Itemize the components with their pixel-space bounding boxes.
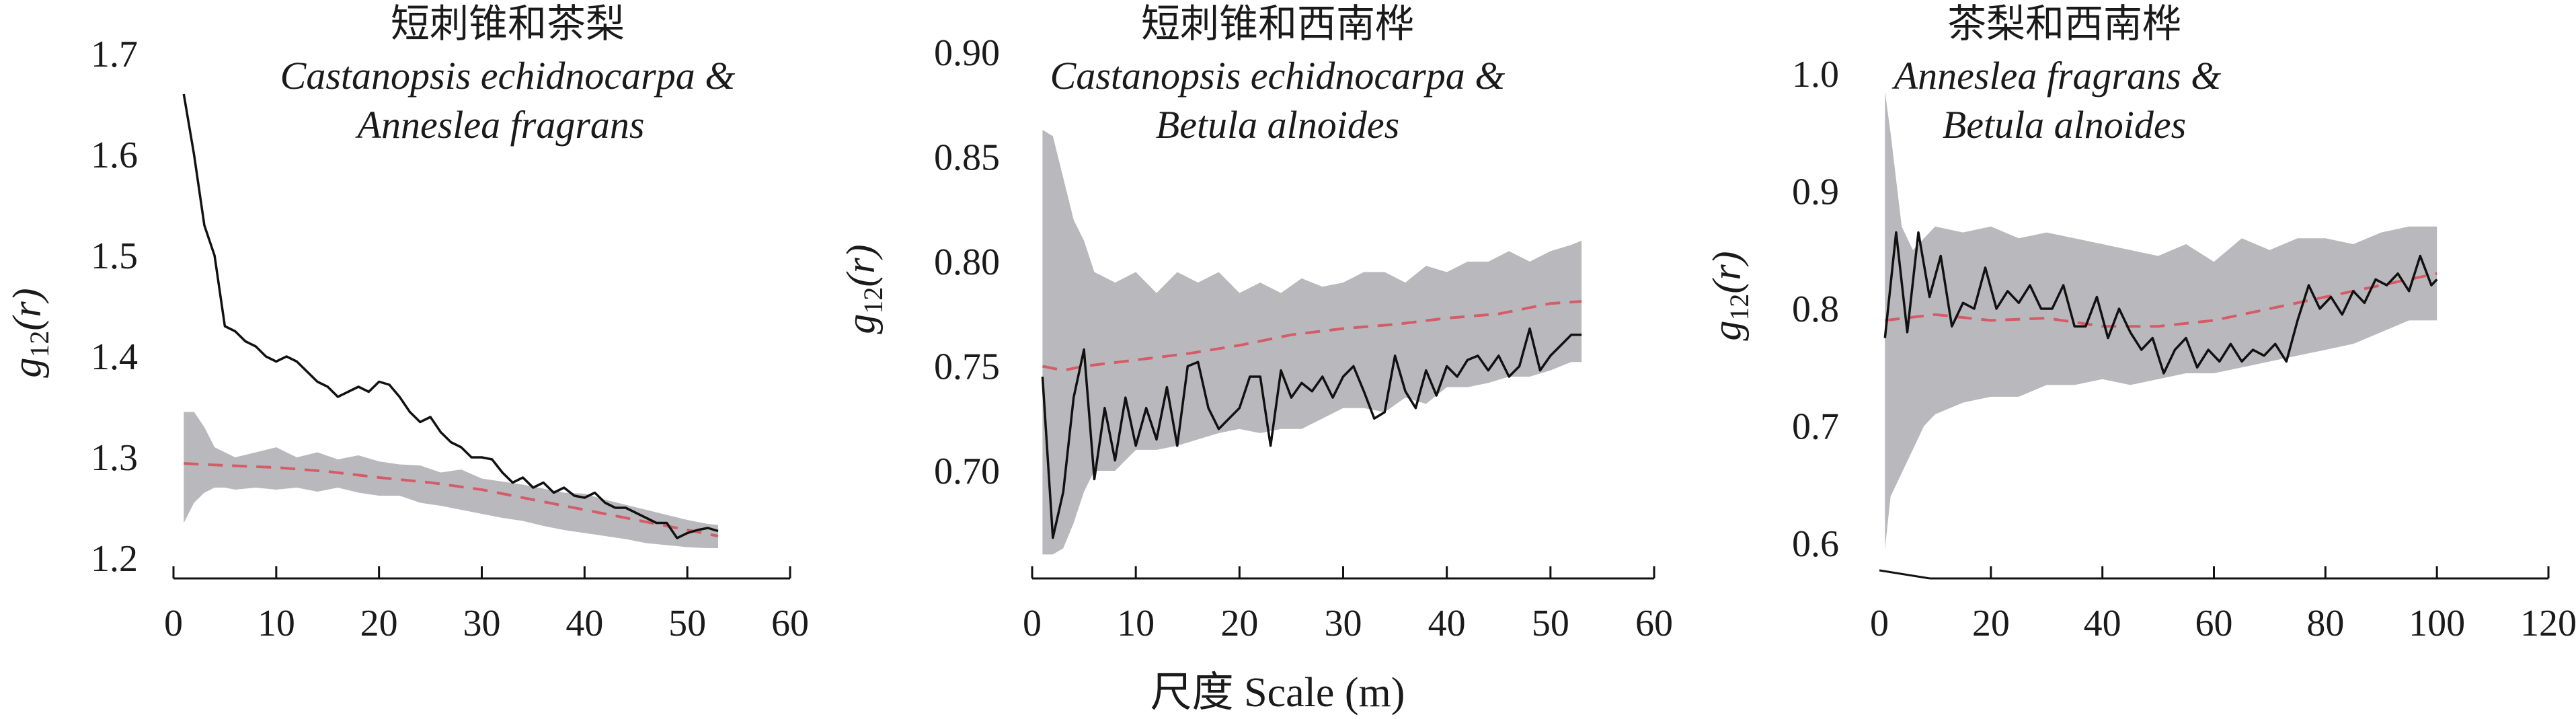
x-tick-label: 120 <box>2520 603 2576 644</box>
y-tick-label: 0.7 <box>1792 406 1839 448</box>
envelope-band <box>1885 91 2437 550</box>
x-tick-label: 60 <box>771 603 809 644</box>
x-tick-label: 30 <box>1325 603 1362 644</box>
x-tick-label: 40 <box>565 603 603 644</box>
y-tick-label: 0.85 <box>934 137 1000 179</box>
x-tick-label: 50 <box>668 603 706 644</box>
x-tick-label: 10 <box>1117 603 1155 644</box>
x-tick-label: 20 <box>1220 603 1258 644</box>
panel-1-subtitle-line-1: Castanopsis echidnocarpa & <box>280 54 736 98</box>
y-label-subscript: 12 <box>1724 294 1754 321</box>
panel-1-subtitle-line-2: Anneslea fragrans <box>355 103 645 147</box>
y-label-subscript: 12 <box>24 331 54 358</box>
x-tick-label: 10 <box>258 603 295 644</box>
observed-line <box>1883 231 2438 375</box>
panel-castanopsis-anneslea: 短刺锥和茶梨 Castanopsis echidnocarpa & Annesl… <box>5 2 809 644</box>
y-label-argument: (r) <box>838 244 883 287</box>
y-tick-label: 1.6 <box>91 135 138 176</box>
panel-2-subtitle-line-2: Betula alnoides <box>1156 103 1399 147</box>
y-tick-label: 0.6 <box>1792 523 1839 565</box>
panel-3-subtitle-line-1: Anneslea fragrans & <box>1891 54 2222 98</box>
shared-x-axis-label: 尺度 Scale (m) <box>1150 670 1405 716</box>
theoretical-line <box>184 462 719 537</box>
theoretical-line <box>1042 300 1582 372</box>
panel-anneslea-betula: 茶梨和西南桦 Anneslea fragrans & Betula alnoid… <box>1705 2 2576 644</box>
y-tick-label: 1.7 <box>91 34 138 75</box>
y-tick-label: 1.5 <box>91 235 138 277</box>
observed-line <box>1041 327 1582 539</box>
theoretical-line <box>1885 272 2437 328</box>
y-tick-label: 0.80 <box>934 241 1000 283</box>
y-tick-label: 0.70 <box>934 451 1000 492</box>
panel-1-y-axis-label: g12(r) <box>5 288 54 377</box>
x-tick-label: 0 <box>164 603 183 644</box>
panel-2-subtitle-line-1: Castanopsis echidnocarpa & <box>1050 54 1506 98</box>
panel-3-subtitle-line-2: Betula alnoides <box>1943 103 2186 147</box>
y-label-argument: (r) <box>5 288 49 330</box>
x-tick-label: 0 <box>1870 603 1889 644</box>
x-tick-label: 20 <box>360 603 398 644</box>
y-tick-label: 1.2 <box>91 538 138 580</box>
panel-2-y-axis-label: g12(r) <box>838 244 888 334</box>
panel-3-y-axis-label: g12(r) <box>1705 251 1754 340</box>
observed-line <box>182 93 719 539</box>
y-label-base: g <box>838 314 883 334</box>
x-tick-label: 60 <box>2195 603 2233 644</box>
x-tick-label: 80 <box>2306 603 2344 644</box>
y-tick-label: 0.75 <box>934 346 1000 388</box>
x-tick-label: 30 <box>463 603 501 644</box>
x-tick-label: 60 <box>1635 603 1673 644</box>
x-tick-label: 20 <box>1972 603 2010 644</box>
panel-3-title: 茶梨和西南桦 <box>1947 2 2181 46</box>
y-label-subscript: 12 <box>858 287 888 314</box>
x-tick-label: 100 <box>2409 603 2465 644</box>
envelope-band <box>1042 130 1582 555</box>
y-label-base: g <box>1705 321 1749 341</box>
y-tick-label: 1.0 <box>1792 54 1839 96</box>
panel-castanopsis-betula: 短刺锥和西南桦 Castanopsis echidnocarpa & Betul… <box>838 2 1673 644</box>
x-axis-lead-in <box>1879 569 1930 580</box>
y-tick-label: 0.90 <box>934 32 1000 74</box>
y-tick-label: 0.8 <box>1792 289 1839 330</box>
y-tick-label: 1.4 <box>91 336 138 378</box>
panel-2-title: 短刺锥和西南桦 <box>1141 2 1414 46</box>
panel-1-title: 短刺锥和茶梨 <box>391 2 625 46</box>
x-tick-label: 40 <box>2084 603 2121 644</box>
y-label-base: g <box>5 358 49 378</box>
envelope-band <box>184 412 718 548</box>
x-tick-label: 50 <box>1532 603 1569 644</box>
x-tick-label: 40 <box>1428 603 1466 644</box>
x-tick-label: 0 <box>1023 603 1042 644</box>
y-tick-label: 1.3 <box>91 437 138 479</box>
y-tick-label: 0.9 <box>1792 172 1839 213</box>
y-label-argument: (r) <box>1705 251 1749 293</box>
